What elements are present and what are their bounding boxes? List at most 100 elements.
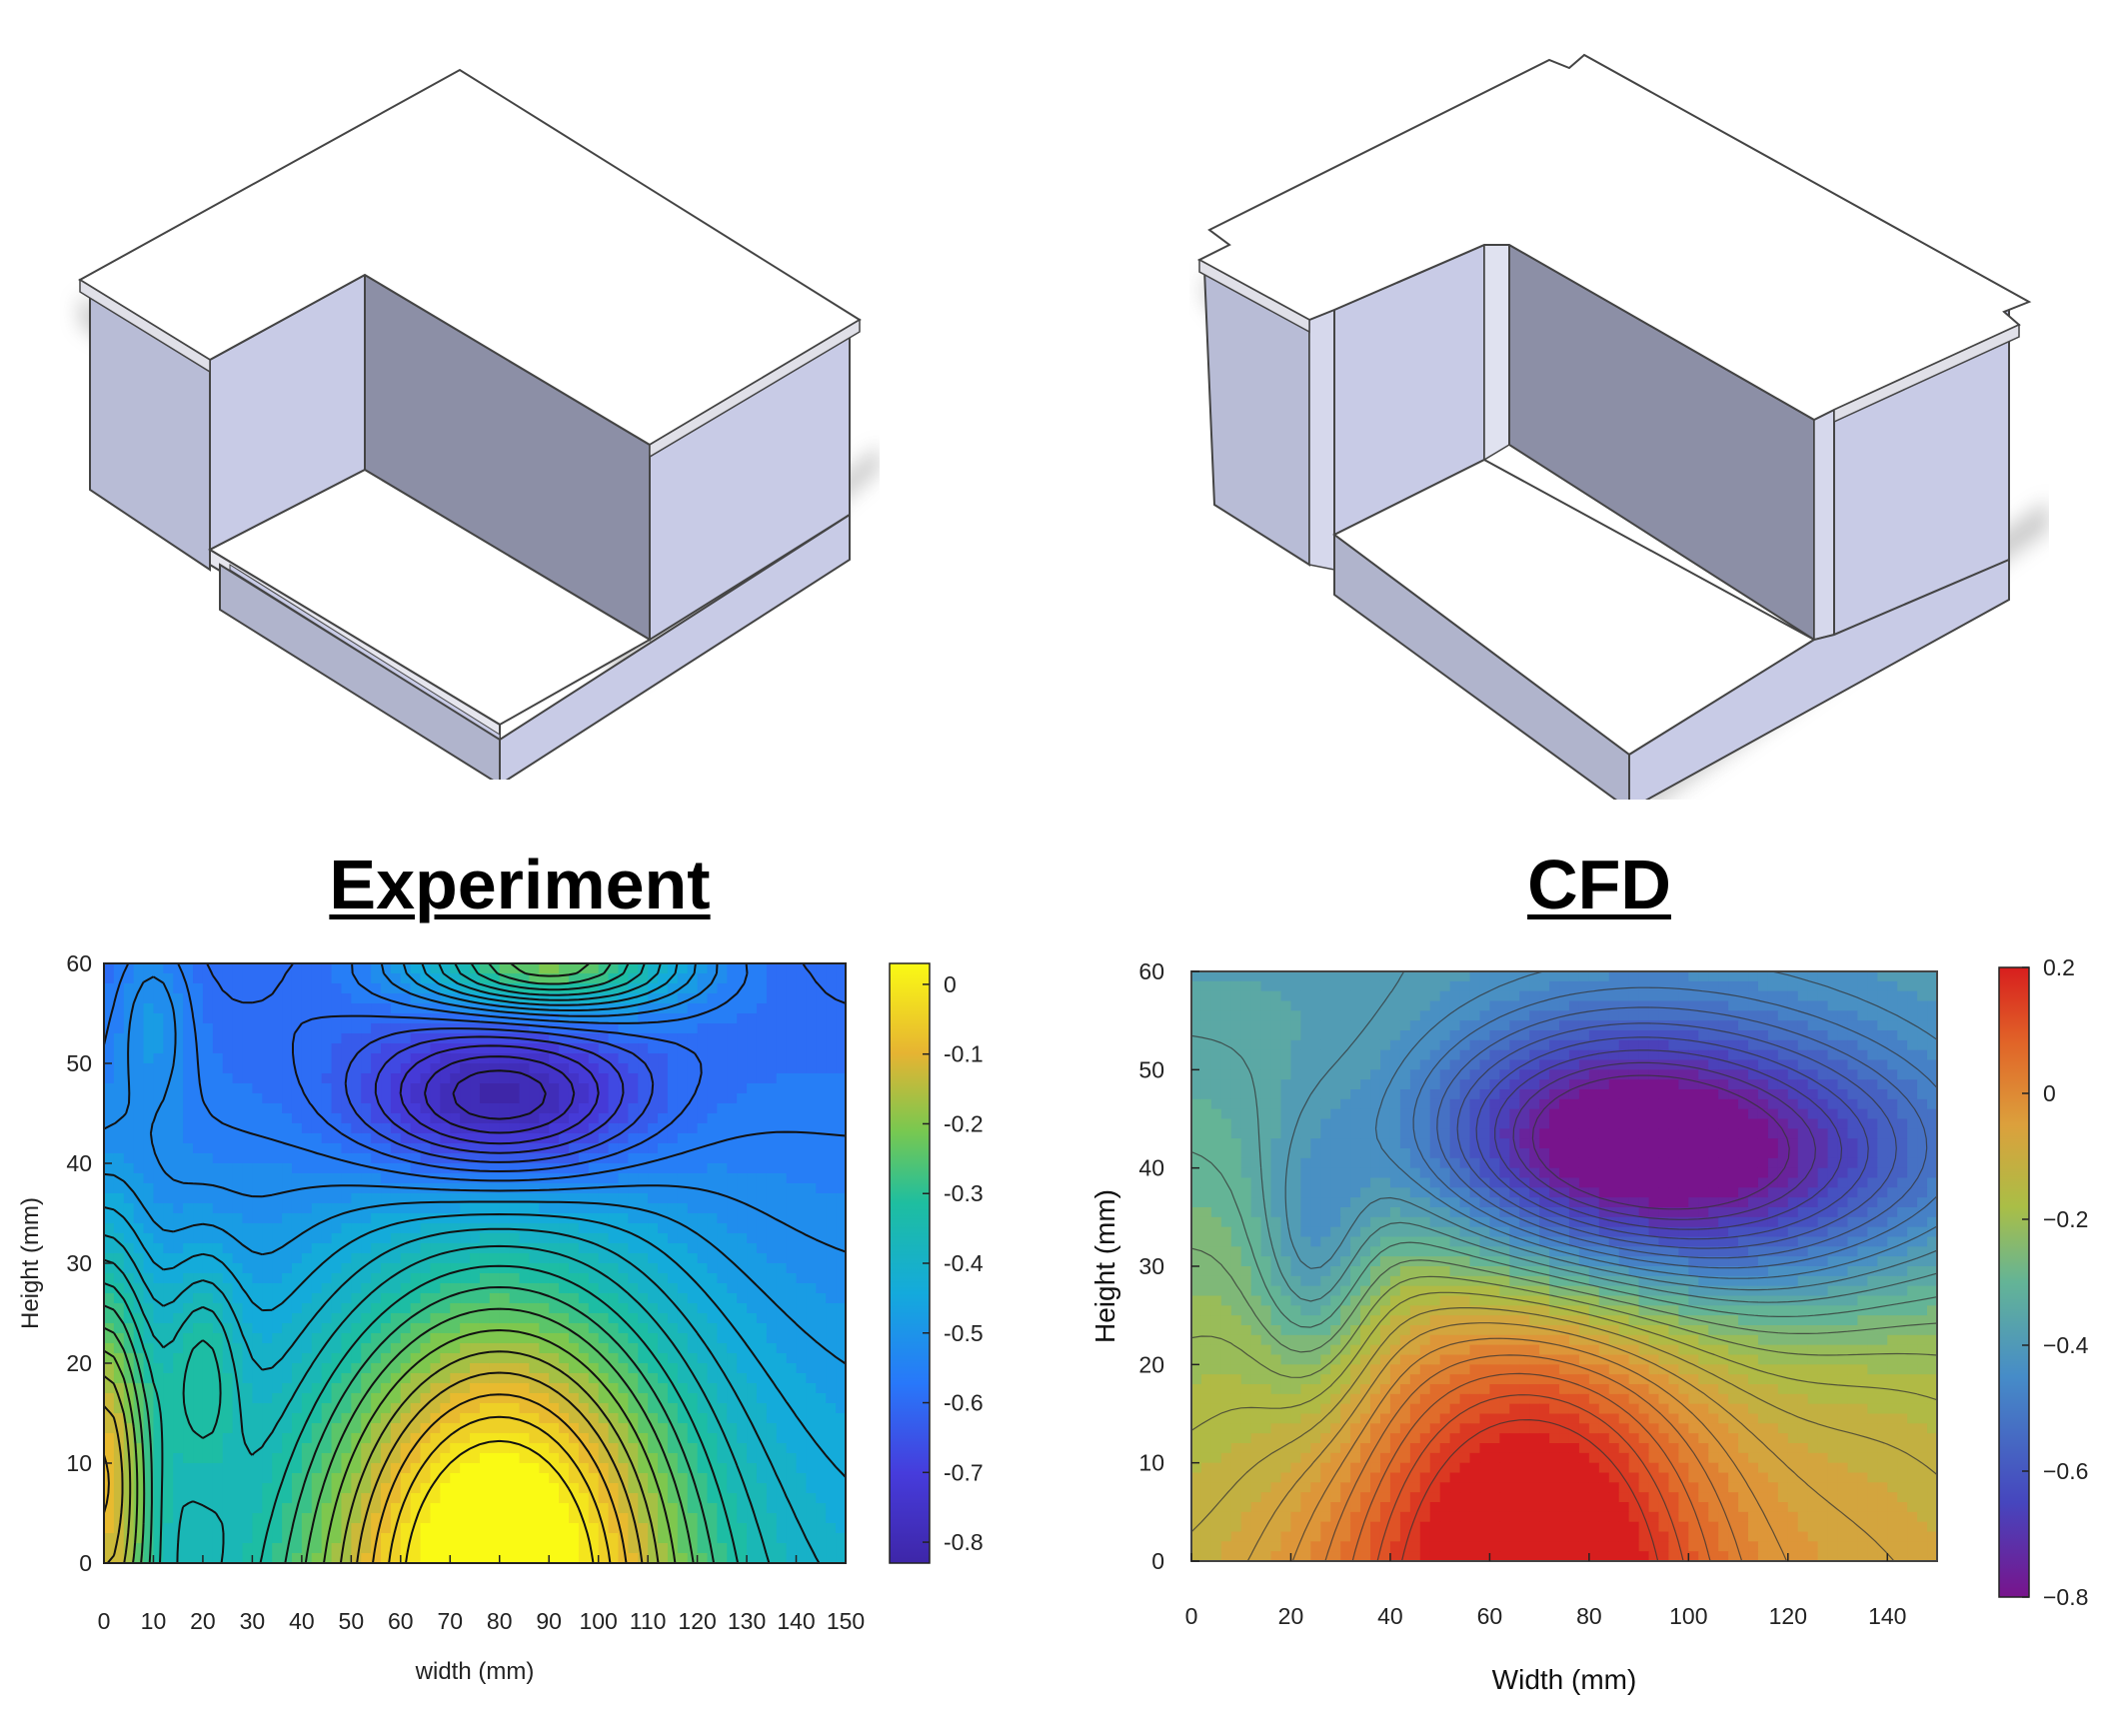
contour-cell <box>796 1143 808 1154</box>
contour-cell <box>1360 1010 1371 1021</box>
contour-cell <box>341 1303 352 1314</box>
contour-cell <box>1479 1010 1490 1021</box>
contour-cell <box>1489 990 1500 1002</box>
contour-cell <box>321 1523 333 1534</box>
contour-cell <box>1608 990 1620 1002</box>
contour-cell <box>578 1363 590 1374</box>
contour-cell <box>747 1243 758 1254</box>
contour-cell <box>578 1093 590 1104</box>
contour-cell <box>796 1023 808 1034</box>
contour-cell <box>440 1473 451 1484</box>
contour-cell <box>143 1403 155 1414</box>
contour-cell <box>104 1133 115 1144</box>
contour-cell <box>499 1473 511 1484</box>
contour-cell <box>222 1323 234 1334</box>
contour-cell <box>747 1473 758 1484</box>
contour-cell <box>193 1533 204 1544</box>
contour-cell <box>549 1303 560 1314</box>
contour-cell <box>727 1223 738 1234</box>
contour-cell <box>776 1323 788 1334</box>
contour-cell <box>133 1003 145 1014</box>
contour-cell <box>113 973 125 984</box>
contour-cell <box>479 1233 491 1244</box>
contour-cell <box>1499 990 1510 1002</box>
contour-cell <box>381 1543 392 1554</box>
contour-cell <box>737 993 748 1004</box>
contour-cell <box>232 1183 244 1194</box>
contour-cell <box>232 1283 244 1294</box>
contour-cell <box>677 1523 689 1534</box>
contour-cell <box>588 1233 600 1244</box>
contour-cell <box>252 1143 263 1154</box>
contour-cell <box>707 1213 718 1224</box>
contour-cell <box>697 1373 709 1384</box>
contour-cell <box>301 1443 313 1454</box>
contour-cell <box>173 1083 184 1094</box>
contour-cell <box>163 1313 174 1324</box>
contour-cell <box>598 1533 610 1544</box>
contour-cell <box>499 1523 511 1534</box>
contour-cell <box>638 1003 649 1014</box>
contour-cell <box>568 1243 580 1254</box>
contour-cell <box>301 1383 313 1394</box>
contour-cell <box>578 1383 590 1394</box>
contour-cell <box>638 1073 649 1084</box>
contour-cell <box>361 1483 372 1494</box>
contour-cell <box>183 1163 194 1174</box>
contour-cell <box>371 1173 382 1184</box>
contour-cell <box>658 1323 669 1334</box>
contour-cell <box>450 1193 461 1204</box>
contour-cell <box>242 993 253 1004</box>
contour-cell <box>113 1373 125 1384</box>
contour-cell <box>222 1313 234 1324</box>
contour-cell <box>628 1033 639 1044</box>
contour-cell <box>727 1213 738 1224</box>
contour-cell <box>816 1473 827 1484</box>
contour-cell <box>588 1333 600 1344</box>
contour-cell <box>311 1393 323 1404</box>
contour-cell <box>232 1393 244 1404</box>
contour-cell <box>212 983 224 994</box>
contour-cell <box>282 1153 293 1164</box>
contour-cell <box>232 1143 244 1154</box>
contour-cell <box>252 993 263 1004</box>
contour-cell <box>479 1193 491 1204</box>
contour-cell <box>361 1083 372 1094</box>
contour-cell <box>549 1383 560 1394</box>
contour-cell <box>202 1173 214 1184</box>
contour-cell <box>1688 1000 1699 1011</box>
contour-cell <box>717 1093 728 1104</box>
contour-cell <box>578 1353 590 1364</box>
contour-line <box>374 1035 625 1154</box>
contour-cell <box>786 1123 798 1134</box>
contour-cell <box>371 1183 382 1194</box>
contour-line <box>104 1371 644 1563</box>
contour-cell <box>1479 980 1490 992</box>
contour-cell <box>1459 1010 1471 1021</box>
contour-cell <box>578 1493 590 1504</box>
contour-cell <box>193 1113 204 1124</box>
contour-cell <box>697 1493 709 1504</box>
contour-cell <box>242 1103 253 1114</box>
contour-cell <box>648 1073 659 1084</box>
contour-cell <box>648 1553 659 1563</box>
contour-cell <box>173 1463 184 1474</box>
contour-cell <box>717 963 728 974</box>
contour-cell <box>519 1063 531 1074</box>
contour-cell <box>588 1173 600 1184</box>
contour-cell <box>390 1283 402 1294</box>
contour-cell <box>519 1543 531 1554</box>
contour-cell <box>390 1103 402 1114</box>
contour-cell <box>588 1523 600 1534</box>
contour-cell <box>796 1093 808 1104</box>
contour-cell <box>578 1153 590 1164</box>
contour-cell <box>193 1493 204 1504</box>
contour-cell <box>648 1063 659 1074</box>
contour-cell <box>559 1453 570 1464</box>
contour-cell <box>123 1343 135 1354</box>
contour-cell <box>776 1053 788 1064</box>
x-tick-label: 30 <box>240 1608 266 1634</box>
contour-cell <box>311 1103 323 1114</box>
contour-cell <box>272 1113 283 1124</box>
contour-cell <box>282 1283 293 1294</box>
